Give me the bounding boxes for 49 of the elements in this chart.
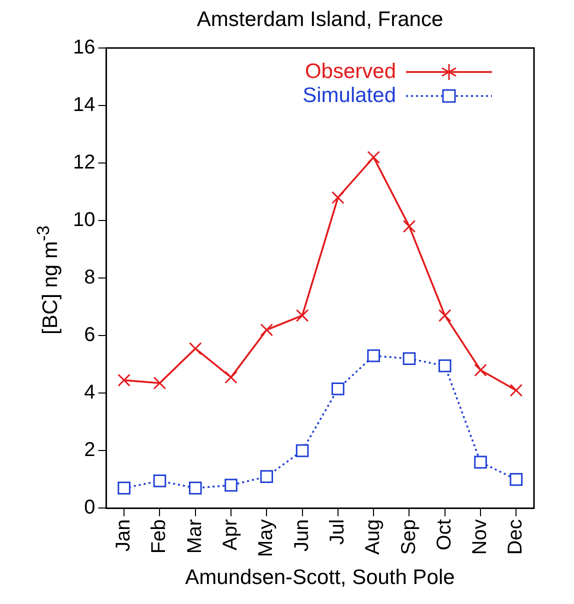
x-tick-label: Apr [220, 518, 242, 550]
point [510, 384, 523, 397]
x-tick-label: Jul [326, 519, 348, 545]
y-tick-label: 14 [72, 94, 96, 116]
x-tick-label: Sep [398, 519, 420, 555]
x-tick-label: Feb [148, 519, 170, 554]
point [260, 470, 274, 483]
x-tick-label: May [255, 519, 278, 558]
point [438, 309, 452, 322]
y-tick-label: 4 [84, 382, 96, 404]
point [224, 478, 238, 492]
point [153, 376, 166, 390]
point [332, 382, 344, 396]
point [402, 352, 416, 366]
y-tick-label: 12 [72, 152, 96, 174]
point [118, 374, 130, 387]
point [188, 342, 202, 355]
point [367, 150, 380, 164]
y-tick-label: 10 [72, 209, 96, 232]
point [402, 220, 416, 233]
point [332, 191, 344, 204]
x-tick-label: Jan [112, 519, 135, 552]
point [118, 482, 130, 494]
point [224, 370, 238, 384]
y-tick-label: 6 [84, 324, 96, 346]
x-tick-label: Oct [433, 518, 456, 550]
point [296, 309, 309, 322]
point [474, 456, 487, 469]
point [188, 482, 202, 494]
x-tick-label: Mar [184, 518, 206, 554]
point [510, 473, 523, 486]
y-tick-label: 16 [72, 36, 96, 59]
chart-title: Amsterdam Island, France [196, 8, 444, 32]
x-tick-label: Jun [290, 519, 313, 552]
y-tick-label: 2 [84, 439, 96, 462]
x-tick-label: Aug [362, 519, 384, 555]
y-tick-label: 0 [84, 496, 96, 519]
point [474, 364, 487, 377]
point [367, 349, 380, 362]
point [296, 444, 309, 458]
x-axis-title: Amundsen-Scott, South Pole [184, 566, 456, 590]
point [153, 474, 166, 488]
point [260, 323, 274, 336]
x-tick-label: Nov [469, 519, 492, 555]
legend-label: Observed [304, 60, 396, 84]
point [438, 359, 452, 372]
legend-label: Simulated [302, 84, 396, 108]
x-tick-label: Dec [504, 519, 527, 555]
y-tick-label: 8 [84, 266, 96, 289]
